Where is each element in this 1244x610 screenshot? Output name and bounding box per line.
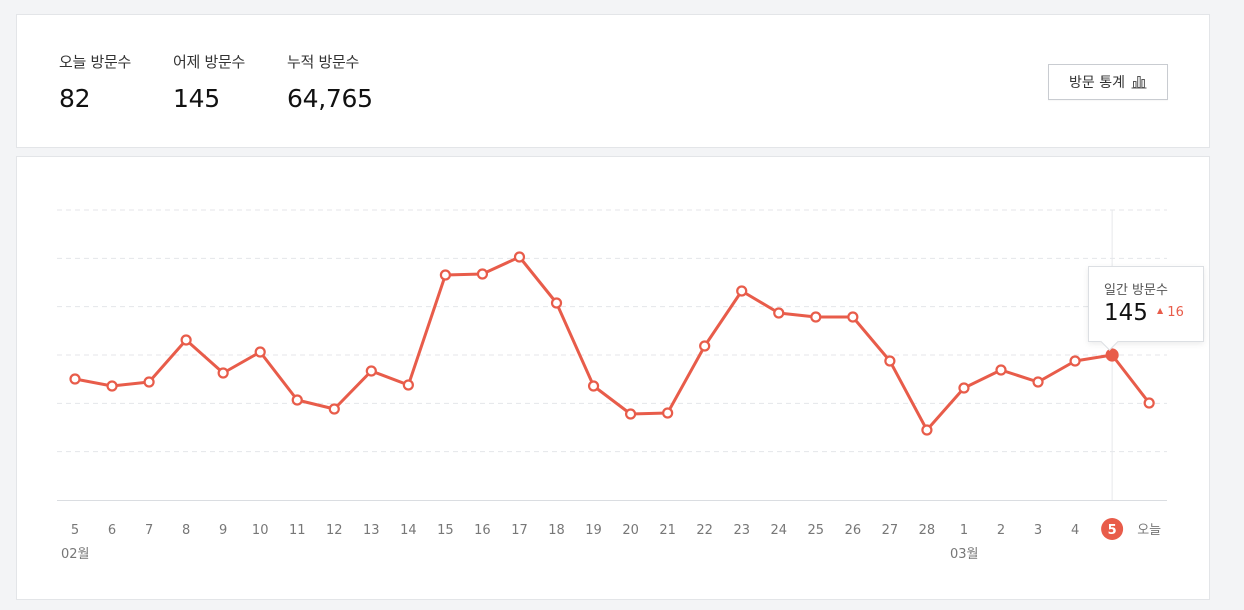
- x-tick-label[interactable]: 27: [882, 523, 899, 538]
- data-point[interactable]: [180, 334, 192, 346]
- x-tick-label[interactable]: 18: [548, 523, 565, 538]
- x-tick-label[interactable]: 21: [659, 523, 676, 538]
- x-tick-label[interactable]: 4: [1071, 523, 1079, 538]
- tooltip-title: 일간 방문수: [1104, 283, 1168, 298]
- data-point[interactable]: [773, 307, 785, 319]
- x-tick-label[interactable]: 10: [252, 523, 269, 538]
- tooltip-value: 145: [1104, 300, 1148, 326]
- x-tick-label[interactable]: 11: [289, 523, 306, 538]
- month-label: 03월: [950, 547, 979, 562]
- data-point[interactable]: [995, 364, 1007, 376]
- daily-visits-tooltip: 일간 방문수 145 ▲ 16: [1088, 266, 1204, 351]
- x-tick-label[interactable]: 20: [622, 523, 639, 538]
- data-point[interactable]: [662, 407, 674, 419]
- up-triangle-icon: ▲: [1157, 306, 1164, 315]
- today-visits-label: 오늘 방문수: [59, 53, 131, 71]
- data-point[interactable]: [106, 380, 118, 392]
- data-point[interactable]: [587, 380, 600, 392]
- data-point[interactable]: [884, 355, 896, 367]
- x-tick-label[interactable]: 28: [919, 523, 936, 538]
- data-point[interactable]: [439, 269, 451, 281]
- selected-data-point[interactable]: [1105, 348, 1119, 362]
- data-point[interactable]: [69, 373, 81, 385]
- yesterday-visits-value: 145: [173, 84, 220, 113]
- data-point[interactable]: [291, 394, 303, 406]
- x-tick-label[interactable]: 2: [997, 523, 1005, 538]
- yesterday-visits: 어제 방문수 145: [173, 51, 245, 113]
- x-tick-label[interactable]: 5: [1108, 523, 1117, 538]
- data-point[interactable]: [254, 346, 266, 358]
- total-visits: 누적 방문수 64,765: [287, 51, 373, 113]
- x-tick-label[interactable]: 6: [108, 523, 116, 538]
- x-tick-label[interactable]: 26: [845, 523, 862, 538]
- x-tick-label[interactable]: 13: [363, 523, 380, 538]
- bar-chart-icon: [1131, 76, 1147, 89]
- x-tick-label[interactable]: 5: [71, 523, 79, 538]
- data-point[interactable]: [810, 311, 822, 323]
- data-point[interactable]: [365, 365, 377, 377]
- selected-date-badge: [1101, 518, 1124, 540]
- data-point[interactable]: [1069, 355, 1081, 367]
- x-tick-label[interactable]: 1: [960, 523, 968, 538]
- data-point[interactable]: [1143, 397, 1155, 409]
- x-tick-label[interactable]: 15: [437, 523, 454, 538]
- data-point[interactable]: [921, 424, 933, 436]
- x-tick-label[interactable]: 19: [585, 523, 602, 538]
- x-tick-label[interactable]: 16: [474, 523, 491, 538]
- daily-visits-chart-card: [16, 156, 1210, 600]
- x-tick-label[interactable]: 7: [145, 523, 153, 538]
- data-point[interactable]: [513, 251, 526, 263]
- x-tick-label[interactable]: 3: [1034, 523, 1042, 538]
- today-visits-value: 82: [59, 84, 91, 113]
- x-tick-label[interactable]: 24: [770, 523, 787, 538]
- data-point[interactable]: [402, 379, 414, 391]
- total-visits-label: 누적 방문수: [287, 53, 359, 71]
- data-point[interactable]: [217, 367, 229, 379]
- month-label: 02월: [61, 547, 90, 562]
- series-line: [73, 255, 1151, 432]
- x-tick-label[interactable]: 25: [808, 523, 825, 538]
- x-tick-label[interactable]: 23: [733, 523, 750, 538]
- tooltip-delta: ▲ 16: [1157, 305, 1184, 320]
- visit-stats-button[interactable]: 방문 통계: [1048, 64, 1168, 100]
- data-point[interactable]: [736, 285, 748, 297]
- data-point[interactable]: [624, 408, 637, 420]
- tooltip-delta-value: 16: [1167, 305, 1184, 320]
- visit-stats-card: 오늘 방문수 82 어제 방문수 145 누적 방문수 64,765 방문 통계: [16, 14, 1210, 148]
- today-visits: 오늘 방문수 82: [59, 51, 131, 113]
- data-point[interactable]: [958, 382, 970, 394]
- data-point[interactable]: [476, 268, 489, 280]
- x-tick-label[interactable]: 12: [326, 523, 343, 538]
- data-point[interactable]: [1032, 376, 1044, 388]
- x-tick-label[interactable]: 22: [696, 523, 713, 538]
- data-point[interactable]: [143, 376, 155, 388]
- x-tick-label[interactable]: 오늘: [1137, 523, 1161, 538]
- x-tick-label[interactable]: 14: [400, 523, 417, 538]
- data-point[interactable]: [847, 311, 859, 323]
- yesterday-visits-label: 어제 방문수: [173, 53, 245, 71]
- data-point[interactable]: [550, 297, 563, 309]
- total-visits-value: 64,765: [287, 84, 373, 113]
- x-tick-label[interactable]: 8: [182, 523, 190, 538]
- x-tick-label[interactable]: 17: [511, 523, 528, 538]
- data-point[interactable]: [699, 340, 711, 352]
- x-tick-label[interactable]: 9: [219, 523, 227, 538]
- visit-stats-button-label: 방문 통계: [1069, 75, 1125, 91]
- data-point[interactable]: [328, 403, 340, 415]
